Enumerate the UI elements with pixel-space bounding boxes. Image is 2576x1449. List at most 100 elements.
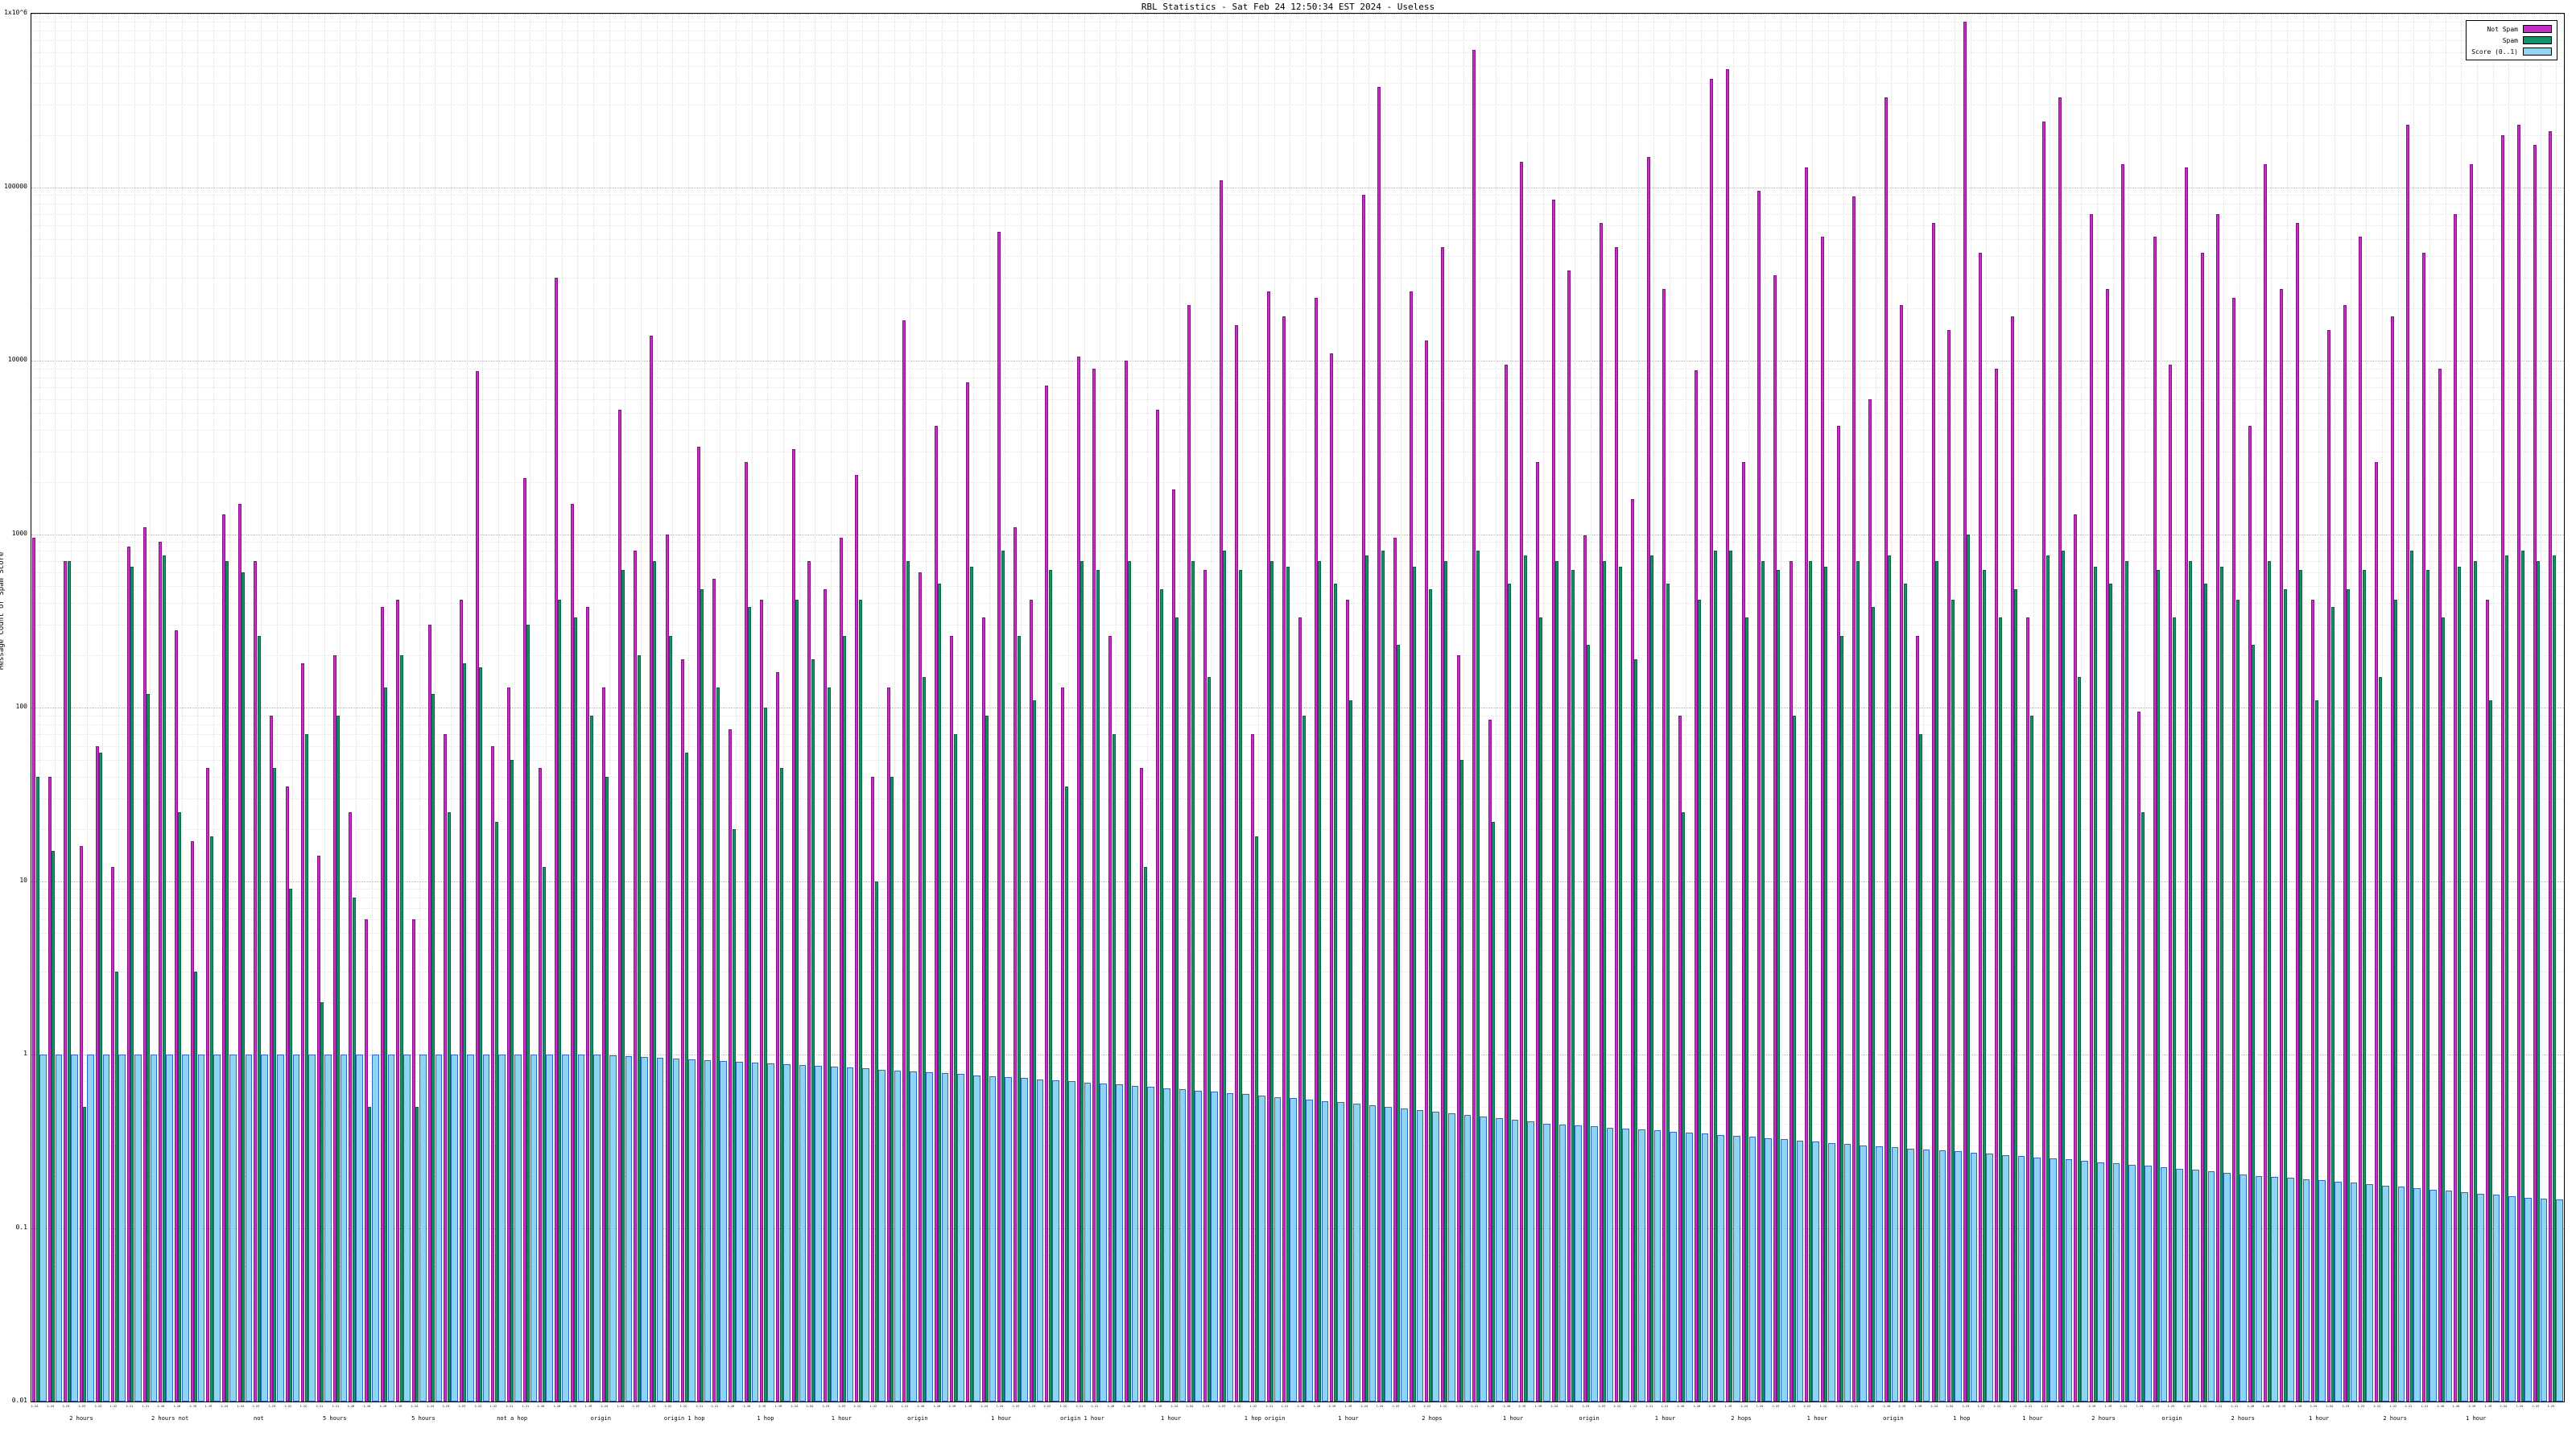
- y-gridline-minor: [31, 213, 2564, 215]
- bar-not-spam: [2090, 213, 2094, 1402]
- bar-spam: [1523, 555, 1527, 1402]
- x-bar-tick-label: 1-23: [1028, 1404, 1035, 1408]
- bar-not-spam: [1710, 79, 1714, 1402]
- bar-score: [134, 1055, 142, 1402]
- bar-score: [1368, 1105, 1377, 1402]
- bar-not-spam: [1583, 535, 1587, 1402]
- x-group-label: 1 hour: [1160, 1415, 1182, 1422]
- bar-score: [1843, 1144, 1852, 1402]
- bar-not-spam: [1330, 353, 1334, 1402]
- bar-not-spam: [174, 630, 178, 1402]
- bar-spam: [289, 889, 293, 1402]
- bar-not-spam: [2533, 145, 2537, 1402]
- bar-score: [1495, 1117, 1503, 1402]
- x-bar-tick-label: 2-24: [1550, 1404, 1558, 1408]
- bar-score: [482, 1055, 490, 1402]
- bar-not-spam: [506, 687, 510, 1402]
- bar-not-spam: [142, 526, 147, 1402]
- bar-not-spam: [1013, 526, 1018, 1402]
- bar-score: [656, 1057, 664, 1402]
- x-bar-tick-label: 1-22: [1249, 1404, 1257, 1408]
- bar-spam: [669, 635, 672, 1402]
- x-bar-tick-label: 2-23: [632, 1404, 640, 1408]
- x-group-label: origin: [1883, 1415, 1904, 1422]
- bar-spam: [2029, 715, 2033, 1402]
- bar-spam: [2204, 583, 2208, 1402]
- x-bar-tick-label: 1-20: [173, 1404, 181, 1408]
- x-gridline: [166, 14, 167, 1402]
- x-gridline: [767, 14, 769, 1402]
- x-gridline: [419, 14, 420, 1402]
- bar-score: [1527, 1121, 1534, 1402]
- x-gridline: [1843, 14, 1845, 1402]
- bar-spam: [2330, 607, 2334, 1402]
- bar-score: [2350, 1183, 2358, 1402]
- x-group-label: 1 hop origin: [1244, 1415, 1286, 1422]
- x-bar-tick-label: 2-21: [2405, 1404, 2413, 1408]
- x-bar-tick-label: 2-23: [252, 1404, 260, 1408]
- bar-spam: [827, 687, 831, 1402]
- bar-spam: [130, 566, 134, 1402]
- x-group-label: origin: [1579, 1415, 1600, 1422]
- bar-not-spam: [1108, 635, 1113, 1402]
- bar-spam: [257, 635, 261, 1402]
- bar-spam: [1998, 617, 2002, 1402]
- bar-not-spam: [2359, 236, 2363, 1402]
- x-bar-tick-label: 2-23: [2532, 1404, 2539, 1408]
- bar-spam: [510, 759, 514, 1402]
- x-gridline: [972, 14, 974, 1402]
- y-gridline-minor: [31, 65, 2564, 67]
- y-gridline-minor: [31, 481, 2564, 483]
- bar-not-spam: [1741, 462, 1745, 1402]
- x-gridline: [71, 14, 72, 1402]
- legend-row: Spam: [2471, 35, 2552, 46]
- x-bar-tick-label: 1-20: [553, 1404, 561, 1408]
- x-bar-tick-label: 2-19: [1328, 1404, 1336, 1408]
- bar-score: [514, 1055, 522, 1402]
- y-gridline-minor: [31, 1297, 2564, 1298]
- x-bar-tick-label: 2-20: [1297, 1404, 1305, 1408]
- bar-not-spam: [1361, 195, 1365, 1402]
- bar-score: [973, 1075, 980, 1402]
- bar-score: [815, 1066, 823, 1402]
- bar-spam: [1729, 551, 1733, 1402]
- bar-score: [1131, 1085, 1139, 1402]
- x-gridline: [1162, 14, 1164, 1402]
- x-bar-tick-label: 1-20: [363, 1404, 371, 1408]
- bar-not-spam: [950, 635, 954, 1402]
- bar-score: [1005, 1077, 1013, 1402]
- x-bar-tick-label: 1-22: [299, 1404, 308, 1408]
- x-gridline: [989, 14, 990, 1402]
- x-bar-tick-label: 1-19: [394, 1404, 402, 1408]
- bar-score: [1447, 1113, 1455, 1402]
- bar-not-spam: [1915, 635, 1919, 1402]
- y-gridline-minor: [31, 907, 2564, 909]
- bar-score: [1970, 1152, 1978, 1402]
- x-group-label: origin: [2161, 1415, 2182, 1422]
- bar-spam: [748, 607, 752, 1402]
- x-bar-tick-label: 2-23: [1962, 1404, 1969, 1408]
- x-gridline: [1052, 14, 1054, 1402]
- x-gridline: [134, 14, 135, 1402]
- bar-spam: [178, 811, 182, 1402]
- bar-spam: [1777, 570, 1781, 1402]
- x-gridline: [2017, 14, 2019, 1402]
- x-bar-tick-label: 1-21: [332, 1404, 339, 1408]
- bar-not-spam: [459, 599, 463, 1402]
- bar-spam: [1286, 566, 1290, 1402]
- x-gridline: [1432, 14, 1434, 1402]
- bar-score: [2128, 1164, 2136, 1402]
- bar-score: [2461, 1191, 2469, 1402]
- bar-not-spam: [2470, 164, 2474, 1402]
- x-bar-tick-label: 1-20: [1882, 1404, 1890, 1408]
- bar-spam: [906, 560, 910, 1402]
- bar-not-spam: [2216, 213, 2220, 1402]
- x-bar-tick-label: 1-19: [964, 1404, 972, 1408]
- bar-spam: [716, 687, 720, 1402]
- bar-not-spam: [855, 474, 859, 1402]
- bar-spam: [558, 599, 562, 1402]
- y-gridline-minor: [31, 1254, 2564, 1256]
- bar-not-spam: [1900, 304, 1904, 1402]
- bar-not-spam: [2264, 164, 2268, 1402]
- bar-score: [213, 1055, 221, 1402]
